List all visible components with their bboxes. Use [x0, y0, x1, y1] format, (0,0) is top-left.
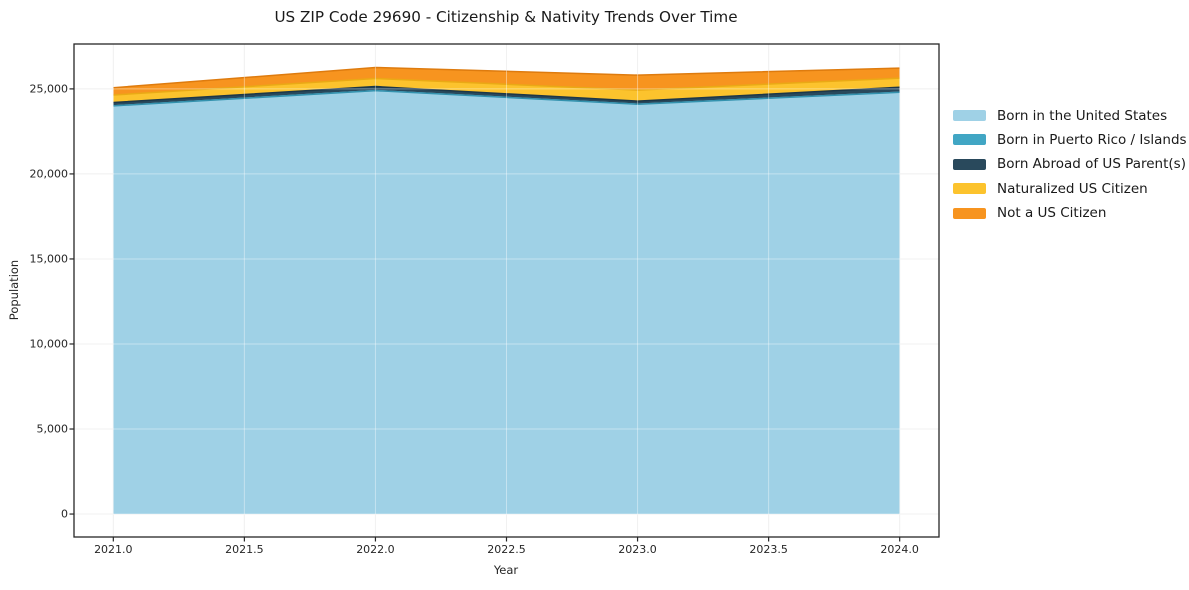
x-tick-label: 2023.5 [749, 543, 788, 556]
area-series [113, 78, 900, 103]
y-tick-label: 25,000 [29, 82, 69, 96]
legend-label: Born in the United States [997, 107, 1168, 124]
legend-label: Born in Puerto Rico / Islands [997, 131, 1187, 148]
x-tick-label: 2021.0 [94, 543, 133, 556]
y-tick-label: 0 [61, 507, 68, 521]
x-tick-label: 2022.0 [356, 543, 395, 556]
legend-item: Born in the United States [953, 107, 1187, 124]
legend-label: Born Abroad of US Parent(s) [997, 156, 1186, 173]
legend-item: Naturalized US Citizen [953, 180, 1187, 197]
y-tick-label: 10,000 [29, 337, 69, 351]
area-edge [113, 66, 900, 89]
legend: Born in the United States Born in Puerto … [953, 107, 1187, 229]
legend-swatch [953, 134, 986, 146]
legend-label: Not a US Citizen [997, 205, 1107, 222]
area-edge [113, 85, 900, 104]
x-tick-label: 2022.5 [487, 543, 526, 556]
legend-item: Born Abroad of US Parent(s) [953, 156, 1187, 173]
legend-swatch [953, 110, 986, 121]
x-tick-label: 2024.0 [880, 543, 919, 556]
area-edge [113, 89, 900, 107]
y-tick-label: 15,000 [29, 252, 69, 266]
y-tick-label: 20,000 [29, 167, 69, 181]
chart-title: US ZIP Code 29690 - Citizenship & Nativi… [274, 8, 738, 26]
x-axis-label: Year [493, 563, 519, 577]
legend-label: Naturalized US Citizen [997, 180, 1148, 197]
x-axis-ticks: 2021.0 2021.5 2022.0 2022.5 2023.0 2023.5 2024… [0, 543, 1189, 563]
legend-item: Born in Puerto Rico / Islands [953, 131, 1187, 148]
area-series [113, 67, 900, 96]
legend-item: Not a US Citizen [953, 205, 1187, 222]
x-tick-label: 2021.5 [225, 543, 264, 556]
legend-swatch [953, 158, 986, 170]
y-tick-label: 5,000 [36, 422, 69, 436]
legend-swatch [953, 183, 986, 195]
area-edge [113, 77, 900, 96]
x-tick-label: 2023.0 [618, 543, 657, 556]
y-axis-ticks: 0 5,000 10,000 15,000 20,000 25,000 [0, 0, 69, 590]
area-series [113, 90, 900, 515]
legend-swatch [953, 207, 986, 219]
